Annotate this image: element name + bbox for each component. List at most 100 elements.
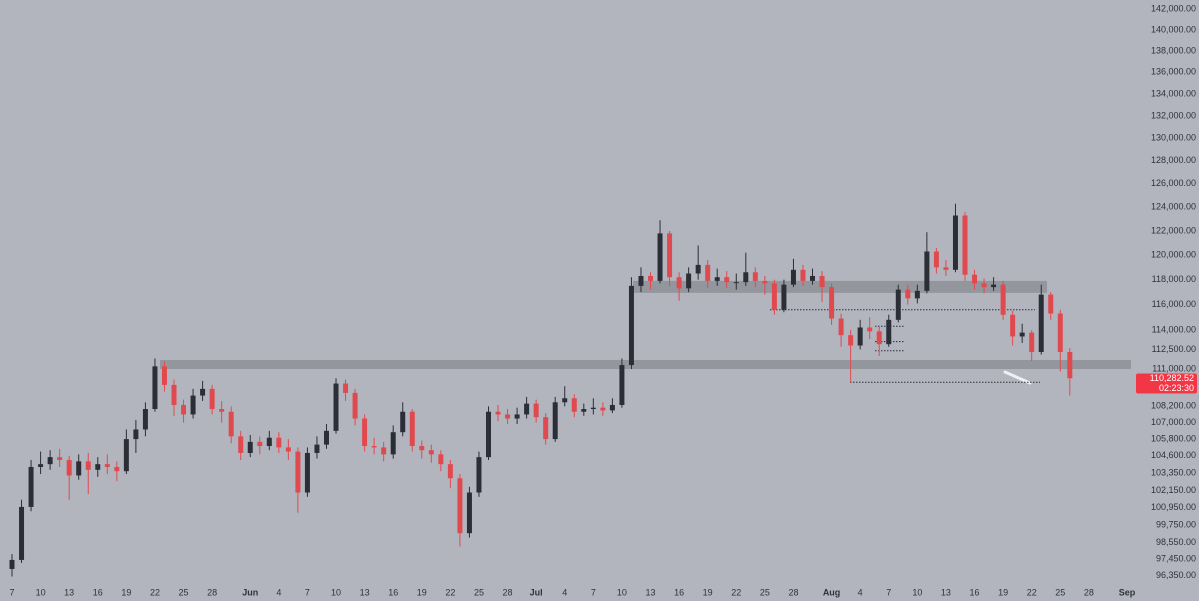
x-tick-label: 16 (93, 587, 103, 597)
candle-body (829, 287, 835, 319)
candle-body (628, 285, 634, 366)
candle-body (466, 492, 472, 534)
candle-body (914, 290, 920, 299)
y-tick-label: 132,000.00 (1151, 110, 1196, 120)
current-price: 110,282.52 (1150, 373, 1194, 383)
candle-body (495, 411, 501, 415)
candle-body (705, 264, 711, 281)
y-tick-label: 140,000.00 (1151, 24, 1196, 34)
candle-body (257, 441, 263, 447)
candle-body (991, 284, 997, 288)
candle-body (819, 275, 825, 288)
candle-body (943, 267, 949, 270)
y-tick-label: 99,750.00 (1156, 519, 1196, 529)
y-tick-label: 102,150.00 (1151, 485, 1196, 495)
price-badge (1136, 373, 1197, 394)
candle-body (686, 273, 692, 289)
candle-body (581, 409, 587, 412)
candle-body (457, 478, 463, 534)
y-tick-label: 96,350.00 (1156, 570, 1196, 580)
candle-body (485, 411, 491, 458)
candle-body (800, 269, 806, 281)
x-tick-label: 10 (912, 587, 922, 597)
candle-body (304, 452, 310, 493)
x-tick-label: 25 (760, 587, 770, 597)
x-tick-label: 7 (886, 587, 891, 597)
y-tick-label: 126,000.00 (1151, 178, 1196, 188)
x-tick-label: 25 (474, 587, 484, 597)
candle-body (381, 447, 387, 455)
candle-body (247, 441, 253, 453)
candle-body (333, 383, 339, 431)
candle-body (657, 233, 663, 281)
candle-body (1048, 294, 1054, 314)
candle-body (1067, 351, 1073, 379)
candle-body (810, 275, 816, 281)
y-tick-label: 124,000.00 (1151, 202, 1196, 212)
candle-body (714, 277, 720, 281)
candle-body (57, 457, 63, 460)
candle-body (28, 466, 34, 507)
candle-body (285, 447, 291, 452)
candle-body (400, 411, 406, 433)
candle-body (438, 454, 444, 465)
x-tick-label: 10 (36, 587, 46, 597)
y-tick-label: 105,800.00 (1151, 433, 1196, 443)
candle-body (419, 446, 425, 451)
candle-body (409, 411, 415, 447)
candle-body (752, 272, 758, 281)
candle-body (47, 457, 53, 465)
candle-body (867, 327, 873, 332)
candle-body (695, 264, 701, 274)
candle-body (609, 404, 615, 411)
candle-body (962, 215, 968, 275)
y-tick-label: 120,000.00 (1151, 250, 1196, 260)
y-tick-label: 122,000.00 (1151, 225, 1196, 235)
candle-body (790, 269, 796, 285)
candle-body (343, 383, 349, 393)
y-tick-label: 103,350.00 (1151, 468, 1196, 478)
candle-body (38, 464, 44, 467)
candle-body (9, 559, 15, 569)
candle-body (952, 215, 958, 270)
y-tick-label: 142,000.00 (1151, 4, 1196, 14)
x-tick-label: 25 (1055, 587, 1065, 597)
x-tick-label: 4 (858, 587, 863, 597)
candle-body (781, 284, 787, 310)
candle-body (114, 466, 120, 472)
candle-body (104, 464, 110, 467)
y-tick-label: 134,000.00 (1151, 88, 1196, 98)
x-tick-label: 22 (1027, 587, 1037, 597)
y-tick-label: 111,000.00 (1152, 363, 1196, 373)
candle-body (1019, 332, 1025, 337)
x-tick-label: 16 (970, 587, 980, 597)
y-tick-label: 100,950.00 (1151, 502, 1196, 512)
x-tick-label: 19 (417, 587, 427, 597)
y-tick-label: 98,550.00 (1156, 537, 1196, 547)
y-tick-label: 97,450.00 (1156, 554, 1196, 564)
candle-body (924, 251, 930, 291)
candle-body (533, 403, 539, 418)
y-tick-label: 136,000.00 (1151, 67, 1196, 77)
candle-body (638, 275, 644, 286)
candle-body (743, 272, 749, 283)
x-tick-label: 13 (645, 587, 655, 597)
candle-body (619, 365, 625, 405)
candle-body (505, 414, 511, 419)
candle-body (447, 464, 453, 479)
candle-body (1038, 294, 1044, 352)
candle-body (886, 319, 892, 345)
candle-body (190, 395, 196, 415)
candle-body (323, 430, 329, 445)
candle-body (1010, 314, 1016, 337)
zone (633, 280, 1047, 293)
candle-body (895, 289, 901, 320)
x-tick-label: 7 (591, 587, 596, 597)
candle-body (848, 335, 854, 346)
x-tick-label: 19 (121, 587, 131, 597)
candle-body (981, 283, 987, 288)
candle-body (733, 282, 739, 284)
y-tick-label: 116,000.00 (1152, 299, 1196, 309)
x-tick-label: 10 (617, 587, 627, 597)
